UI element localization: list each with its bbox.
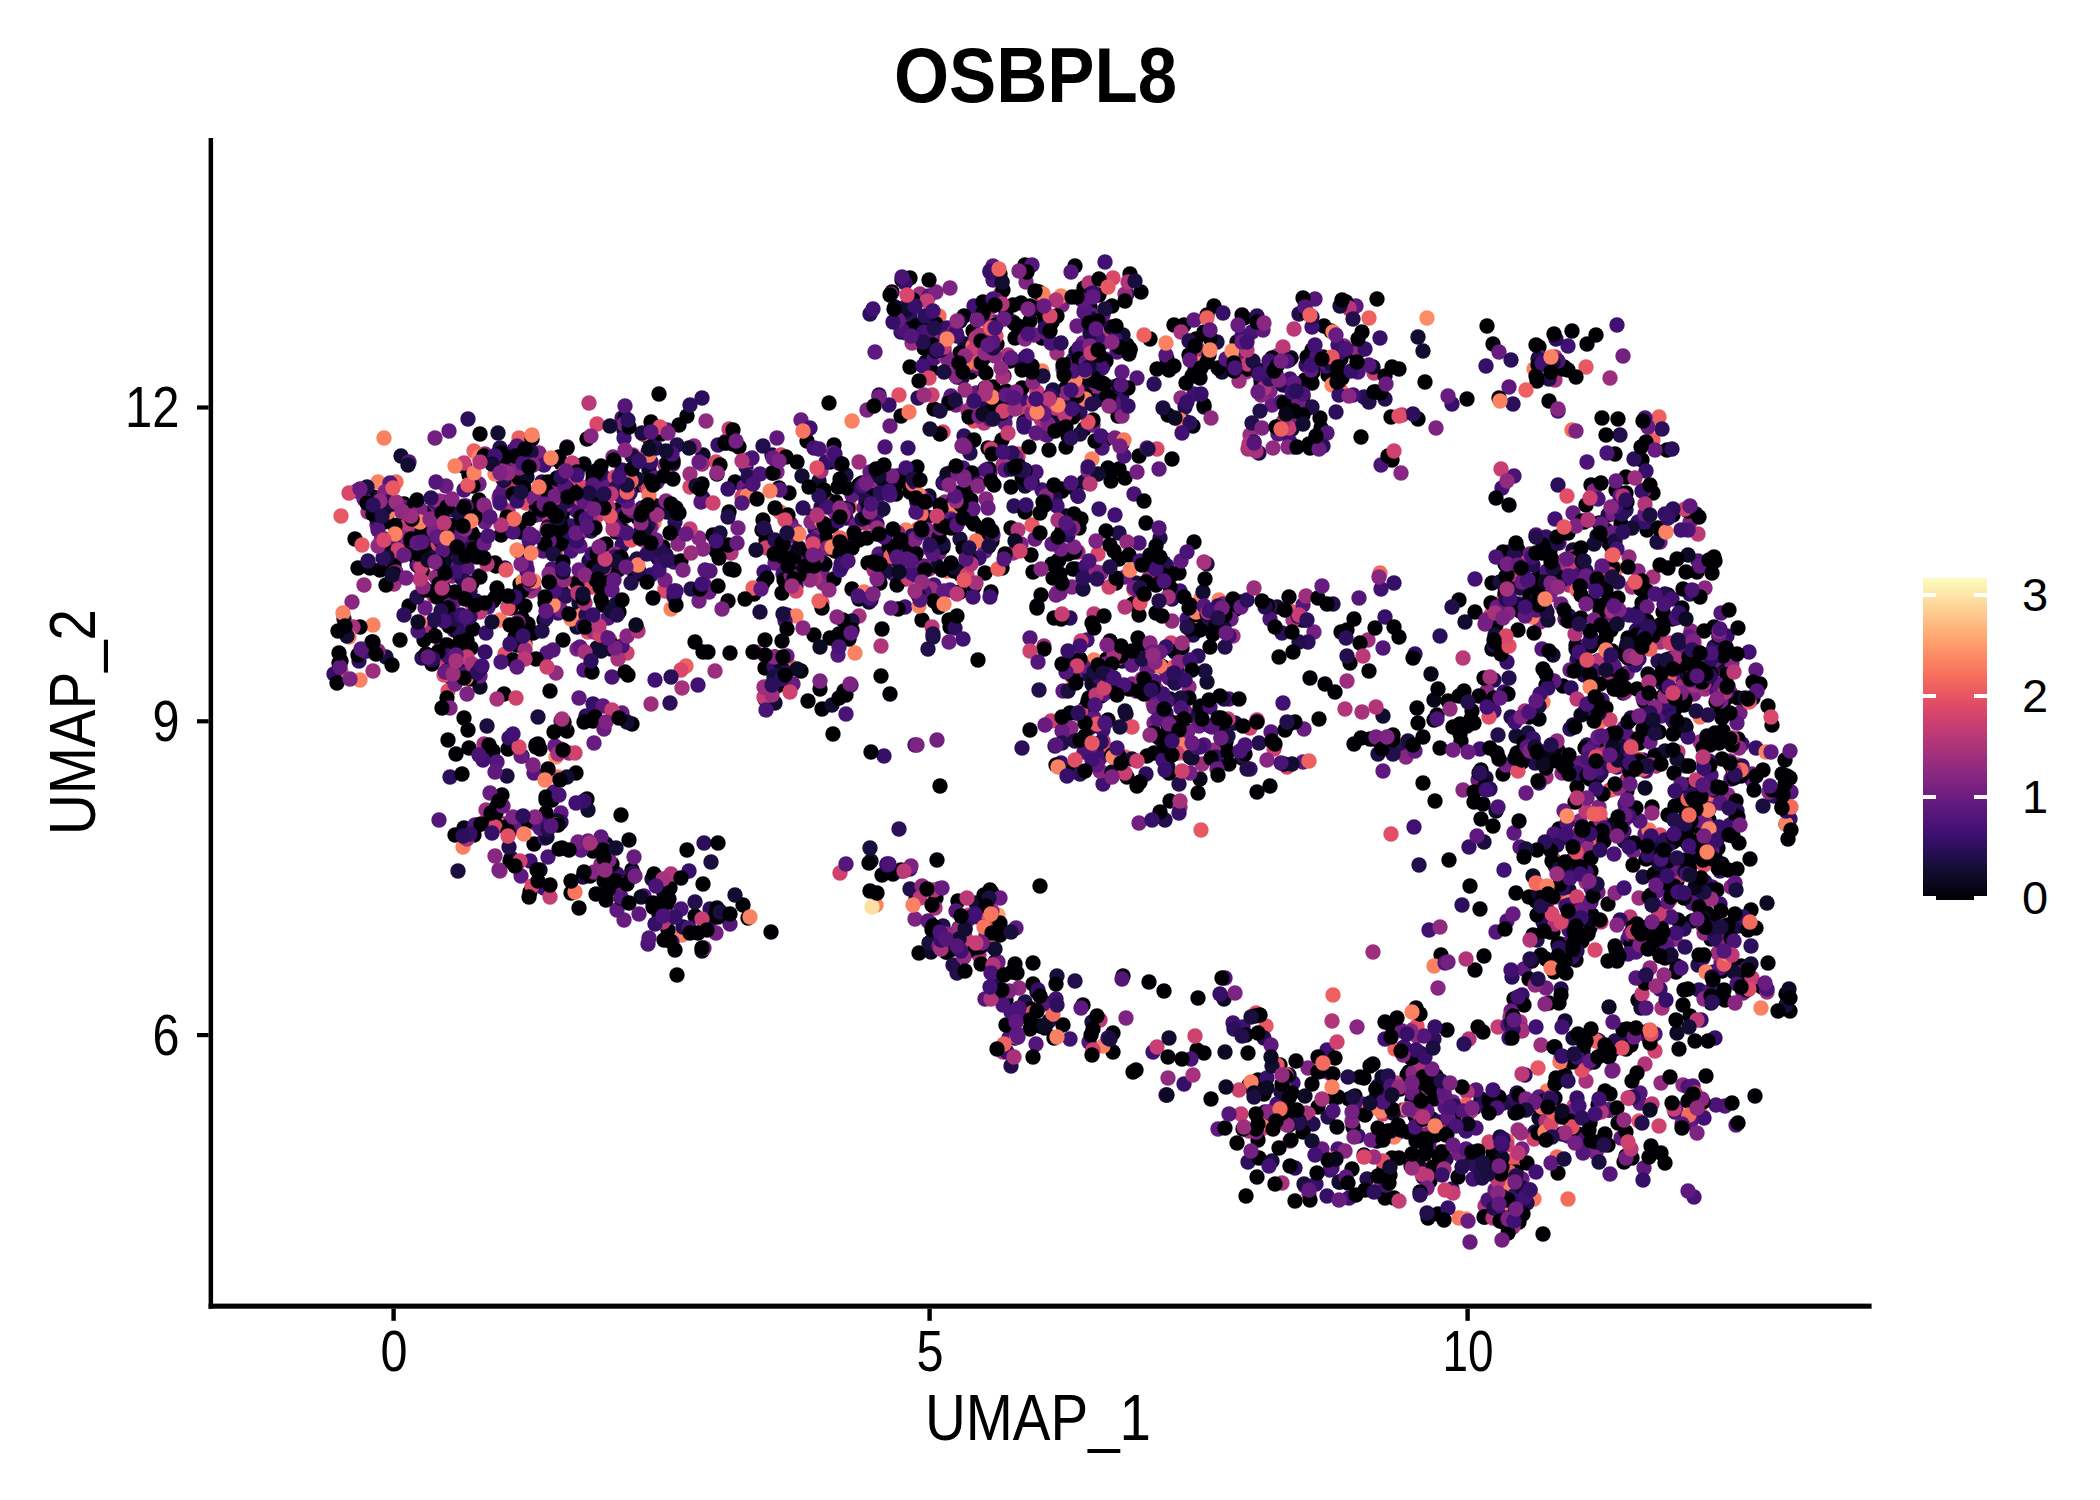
svg-text:6: 6 bbox=[153, 1003, 180, 1067]
svg-text:10: 10 bbox=[1443, 1319, 1494, 1383]
svg-text:9: 9 bbox=[153, 689, 180, 753]
svg-text:0: 0 bbox=[2022, 871, 2048, 924]
svg-text:3: 3 bbox=[2022, 568, 2048, 621]
svg-text:1: 1 bbox=[2022, 770, 2048, 823]
svg-text:12: 12 bbox=[125, 375, 180, 439]
svg-text:2: 2 bbox=[2022, 669, 2048, 722]
svg-text:0: 0 bbox=[381, 1319, 408, 1383]
svg-text:UMAP_1: UMAP_1 bbox=[925, 1381, 1151, 1454]
svg-text:UMAP_2: UMAP_2 bbox=[36, 609, 109, 835]
svg-text:OSBPL8: OSBPL8 bbox=[894, 32, 1177, 118]
svg-text:5: 5 bbox=[917, 1319, 944, 1383]
